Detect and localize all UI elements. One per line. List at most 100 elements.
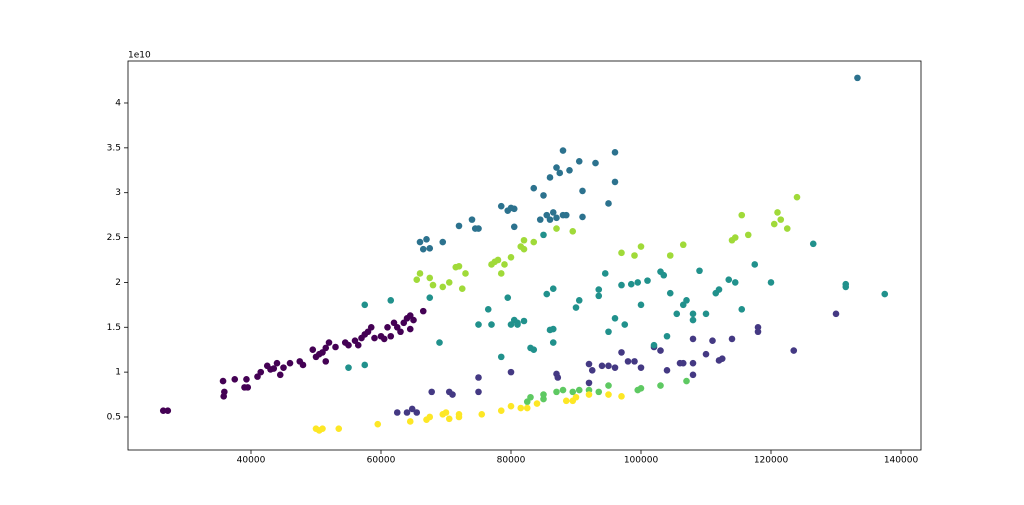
point bbox=[553, 214, 560, 222]
point bbox=[374, 420, 382, 428]
point bbox=[683, 377, 690, 385]
point bbox=[488, 321, 495, 328]
point bbox=[738, 211, 746, 219]
point bbox=[439, 283, 447, 291]
point bbox=[309, 346, 317, 353]
point bbox=[644, 277, 651, 284]
point bbox=[507, 253, 515, 261]
point bbox=[566, 166, 573, 174]
x-tick-label: 60000 bbox=[367, 456, 396, 466]
point bbox=[497, 202, 505, 210]
point bbox=[428, 388, 435, 396]
point bbox=[549, 285, 557, 292]
y-tick-label: 1.5 bbox=[107, 323, 121, 333]
point bbox=[637, 384, 645, 392]
y-offset-label: 1e10 bbox=[128, 51, 151, 61]
point bbox=[514, 321, 521, 328]
point bbox=[618, 249, 625, 257]
point bbox=[243, 376, 250, 383]
point bbox=[543, 290, 551, 298]
point bbox=[585, 360, 593, 368]
point bbox=[345, 364, 352, 371]
point bbox=[397, 328, 404, 336]
point bbox=[611, 364, 619, 371]
point bbox=[416, 238, 424, 246]
point bbox=[657, 347, 664, 354]
point bbox=[159, 407, 167, 415]
point bbox=[332, 343, 339, 351]
point bbox=[881, 290, 889, 298]
point bbox=[666, 289, 674, 297]
point bbox=[728, 335, 736, 343]
point bbox=[562, 397, 570, 405]
point bbox=[406, 325, 414, 333]
point bbox=[663, 367, 671, 374]
point bbox=[527, 393, 534, 401]
point bbox=[520, 245, 528, 253]
point bbox=[725, 276, 733, 284]
x-tick-label: 120000 bbox=[754, 456, 789, 466]
point bbox=[221, 388, 228, 396]
point bbox=[497, 270, 505, 277]
point bbox=[650, 341, 658, 349]
point bbox=[575, 158, 583, 165]
point bbox=[601, 270, 609, 277]
point bbox=[621, 321, 629, 328]
point bbox=[673, 310, 681, 318]
point bbox=[572, 304, 580, 311]
point bbox=[546, 216, 554, 223]
point bbox=[793, 193, 801, 201]
x-tick-label: 100000 bbox=[624, 456, 659, 466]
point bbox=[540, 192, 547, 199]
point bbox=[439, 238, 447, 246]
point bbox=[809, 240, 817, 248]
y-tick-label: 2.5 bbox=[107, 233, 121, 243]
point bbox=[540, 391, 547, 398]
point bbox=[257, 368, 265, 376]
point bbox=[559, 147, 567, 154]
point bbox=[624, 358, 632, 365]
point bbox=[219, 377, 227, 385]
point bbox=[455, 413, 463, 421]
point bbox=[553, 388, 560, 396]
point bbox=[618, 281, 625, 289]
point bbox=[595, 286, 603, 293]
point bbox=[657, 382, 664, 389]
point bbox=[286, 359, 294, 367]
point bbox=[501, 261, 508, 268]
point bbox=[689, 335, 697, 343]
point bbox=[702, 350, 710, 358]
point bbox=[702, 310, 710, 318]
point bbox=[497, 353, 505, 361]
point bbox=[575, 386, 583, 394]
point bbox=[164, 407, 172, 415]
point bbox=[754, 323, 762, 331]
point bbox=[280, 364, 287, 371]
point bbox=[367, 323, 375, 331]
point bbox=[562, 211, 570, 219]
point bbox=[790, 347, 798, 354]
point bbox=[631, 358, 638, 365]
point bbox=[426, 245, 434, 252]
point bbox=[276, 371, 284, 379]
point bbox=[536, 216, 544, 223]
point bbox=[475, 388, 482, 396]
point bbox=[354, 341, 362, 349]
point bbox=[413, 409, 421, 416]
point bbox=[387, 332, 395, 340]
point bbox=[595, 292, 603, 300]
point bbox=[689, 359, 697, 367]
point bbox=[380, 335, 388, 343]
point bbox=[618, 349, 625, 356]
point bbox=[393, 409, 401, 416]
point bbox=[244, 384, 252, 391]
point bbox=[689, 316, 697, 324]
point bbox=[718, 355, 726, 362]
point bbox=[553, 225, 560, 232]
y-tick-label: 4 bbox=[115, 98, 121, 108]
point bbox=[611, 178, 619, 186]
point bbox=[637, 243, 645, 250]
point bbox=[494, 256, 502, 264]
point bbox=[530, 184, 538, 192]
